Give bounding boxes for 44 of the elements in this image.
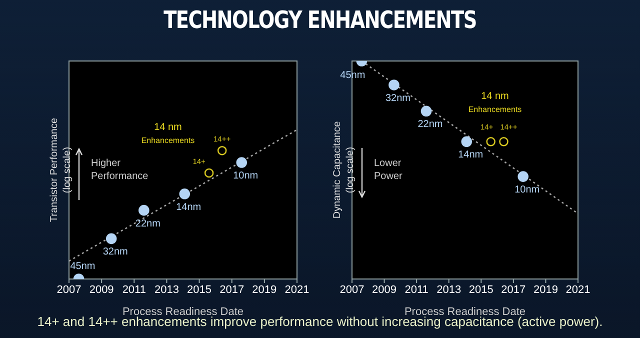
x-tick-label: 2021 bbox=[284, 284, 310, 296]
point bbox=[486, 137, 496, 146]
point bbox=[388, 80, 400, 90]
annotation: 14nm bbox=[458, 150, 484, 161]
x-tick-label: 2011 bbox=[404, 284, 428, 296]
x-tick-label: 2011 bbox=[122, 284, 146, 296]
point bbox=[518, 171, 529, 182]
annotation: 10nm bbox=[233, 170, 258, 182]
y-axis-title: Dynamic Capacitance (log scale) bbox=[331, 120, 357, 221]
annotation: Higher Performance bbox=[91, 158, 149, 182]
annotation: 10nm bbox=[514, 184, 540, 196]
x-tick-label: 2009 bbox=[372, 284, 397, 296]
x-tick-label: 2007 bbox=[56, 284, 82, 296]
x-tick-label: 2019 bbox=[252, 284, 277, 296]
annotation: 32nm bbox=[102, 246, 128, 258]
x-tick-label: 2013 bbox=[436, 284, 462, 296]
y-axis-title: Transistor Performance (log scale) bbox=[48, 116, 74, 224]
annotation: 22nm bbox=[418, 119, 443, 130]
annotation: 14 nm Enhancements bbox=[468, 91, 522, 114]
x-tick-label: 2019 bbox=[533, 284, 558, 296]
annotation: Lower Power bbox=[374, 158, 404, 182]
point bbox=[461, 136, 472, 148]
point bbox=[106, 233, 117, 244]
annotation: 32nm bbox=[385, 92, 410, 104]
point bbox=[138, 204, 150, 216]
annotation: 45nm bbox=[70, 261, 96, 272]
annotation: 14 nm Enhancements bbox=[141, 122, 195, 145]
chart-title: TECHNOLOGY ENHANCEMENTS bbox=[162, 6, 478, 34]
point bbox=[204, 168, 214, 178]
point bbox=[236, 157, 248, 168]
point bbox=[217, 146, 227, 156]
point bbox=[499, 137, 508, 146]
annotation: 14nm bbox=[176, 202, 202, 213]
x-tick-label: 2015 bbox=[468, 284, 494, 296]
x-tick-label: 2009 bbox=[89, 284, 114, 296]
x-tick-label: 2017 bbox=[501, 284, 526, 296]
x-tick-label: 2013 bbox=[154, 284, 179, 296]
x-tick-label: 2017 bbox=[220, 284, 244, 296]
point bbox=[179, 188, 190, 200]
x-tick-label: 2021 bbox=[566, 284, 590, 296]
annotation: 22nm bbox=[135, 218, 160, 230]
x-tick-label: 2015 bbox=[187, 284, 212, 296]
point bbox=[420, 106, 432, 117]
x-tick-label: 2007 bbox=[340, 284, 364, 296]
